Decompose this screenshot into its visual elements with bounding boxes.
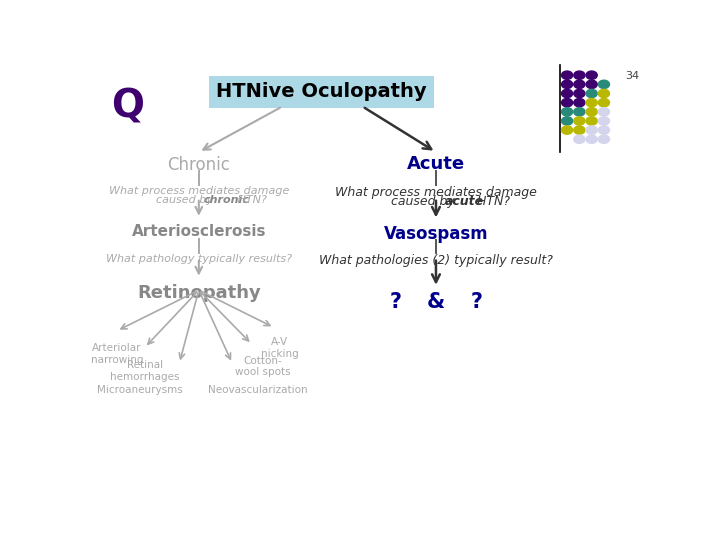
Text: Retinal
hemorrhages: Retinal hemorrhages	[110, 360, 179, 382]
Circle shape	[598, 107, 610, 116]
Circle shape	[562, 107, 572, 116]
Text: Retinopathy: Retinopathy	[137, 284, 261, 301]
Circle shape	[598, 117, 610, 125]
Circle shape	[574, 135, 585, 144]
Circle shape	[598, 80, 610, 89]
Circle shape	[586, 135, 597, 144]
Text: HTN?: HTN?	[473, 194, 510, 207]
Text: Chronic: Chronic	[167, 156, 230, 174]
Circle shape	[574, 126, 585, 134]
Circle shape	[574, 71, 585, 79]
Circle shape	[574, 107, 585, 116]
Text: caused by: caused by	[156, 194, 216, 205]
Text: What process mediates damage: What process mediates damage	[109, 186, 289, 196]
Text: acute: acute	[445, 194, 484, 207]
Text: Vasospasm: Vasospasm	[384, 225, 488, 244]
Text: HTNive Oculopathy: HTNive Oculopathy	[216, 82, 427, 102]
Text: Neovascularization: Neovascularization	[207, 385, 307, 395]
Circle shape	[562, 89, 572, 98]
Circle shape	[598, 126, 610, 134]
Circle shape	[574, 98, 585, 107]
Text: Arteriolar
narrowing: Arteriolar narrowing	[91, 343, 143, 365]
Circle shape	[598, 89, 610, 98]
Text: Acute: Acute	[407, 156, 465, 173]
Text: Arteriosclerosis: Arteriosclerosis	[132, 224, 266, 239]
Circle shape	[562, 126, 572, 134]
Text: What pathologies (2) typically result?: What pathologies (2) typically result?	[319, 254, 553, 267]
Circle shape	[586, 98, 597, 107]
Text: 34: 34	[626, 71, 639, 81]
Circle shape	[562, 71, 572, 79]
Text: A-V
nicking: A-V nicking	[261, 337, 299, 359]
Text: &: &	[427, 292, 445, 312]
Circle shape	[586, 117, 597, 125]
Text: Cotton-
wool spots: Cotton- wool spots	[235, 356, 291, 377]
Circle shape	[586, 126, 597, 134]
Circle shape	[598, 98, 610, 107]
Circle shape	[586, 107, 597, 116]
Circle shape	[574, 117, 585, 125]
Circle shape	[574, 89, 585, 98]
Circle shape	[562, 80, 572, 89]
Circle shape	[574, 80, 585, 89]
Text: chronic: chronic	[204, 194, 250, 205]
Circle shape	[562, 117, 572, 125]
Circle shape	[586, 89, 597, 98]
Text: ?: ?	[390, 292, 402, 312]
Text: What process mediates damage: What process mediates damage	[335, 186, 537, 199]
Text: Microaneurysms: Microaneurysms	[97, 385, 183, 395]
Circle shape	[586, 71, 597, 79]
Circle shape	[562, 98, 572, 107]
Text: ?: ?	[470, 292, 482, 312]
Text: What pathology typically results?: What pathology typically results?	[106, 254, 292, 265]
Text: Q: Q	[111, 87, 144, 126]
Text: caused by: caused by	[392, 194, 459, 207]
Text: HTN?: HTN?	[234, 194, 267, 205]
Circle shape	[586, 80, 597, 89]
Circle shape	[598, 135, 610, 144]
